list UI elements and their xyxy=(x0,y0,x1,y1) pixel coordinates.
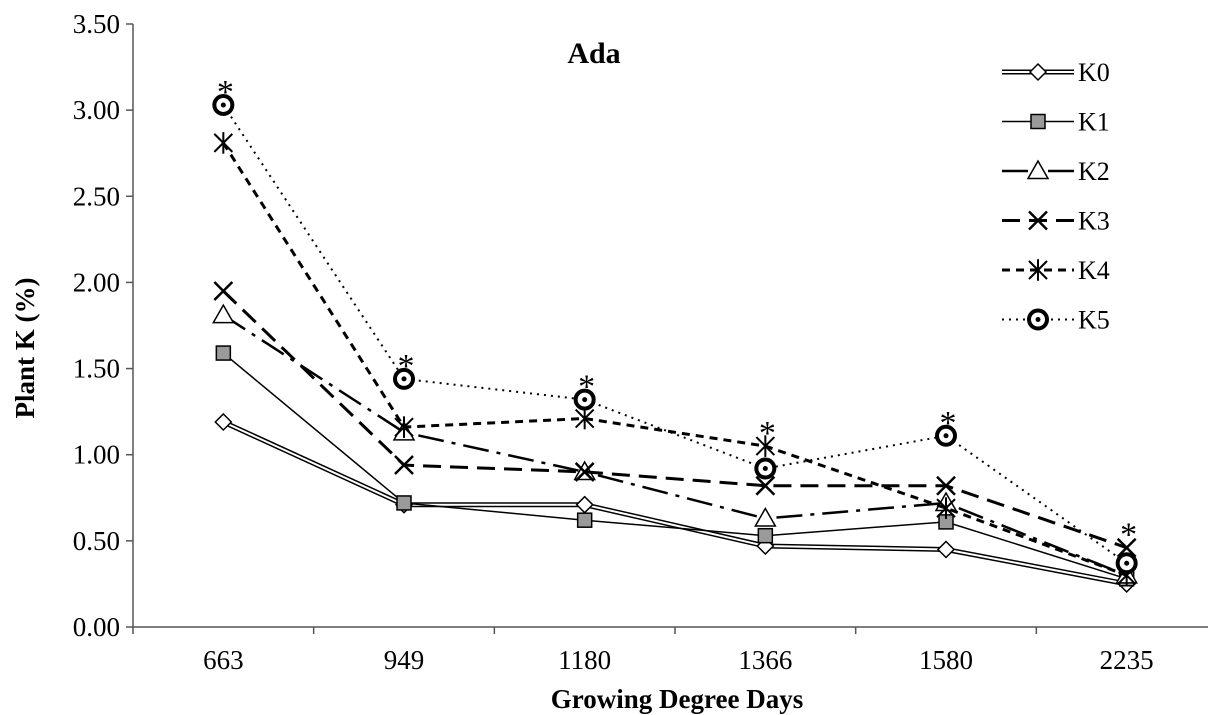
y-tick-label: 1.50 xyxy=(73,354,120,384)
x-axis-title: Growing Degree Days xyxy=(551,684,803,714)
significance-asterisk: * xyxy=(578,369,595,406)
data-point xyxy=(573,388,596,411)
legend-label: K1 xyxy=(1078,108,1110,137)
x-tick-label: 1366 xyxy=(738,645,792,675)
data-point xyxy=(213,281,234,301)
y-tick-label: 3.50 xyxy=(73,9,120,39)
legend-swatch-marker xyxy=(1030,113,1046,130)
significance-asterisk: * xyxy=(1120,517,1137,554)
y-tick-label: 2.00 xyxy=(73,267,120,297)
data-point xyxy=(574,462,595,482)
axes: 0.00 0.50 1.00 1.50 2.00 2.50 3.00 3.50 663 949 11… xyxy=(73,9,1208,675)
data-point xyxy=(394,416,414,438)
y-axis-title: Plant K (%) xyxy=(10,278,40,419)
series-k1 xyxy=(215,345,1135,587)
legend-label: K0 xyxy=(1078,58,1110,87)
x-tick-label: 2235 xyxy=(1100,645,1154,675)
data-point xyxy=(1116,537,1137,558)
series-k3 xyxy=(213,281,1137,558)
series-layer xyxy=(212,93,1138,593)
legend-label: K3 xyxy=(1078,207,1110,236)
data-point xyxy=(936,497,956,519)
legend-swatch-marker xyxy=(1028,62,1048,82)
data-point xyxy=(214,412,233,432)
legend-label: K4 xyxy=(1078,256,1110,285)
data-point xyxy=(936,540,956,559)
legend-swatch-marker xyxy=(1027,308,1049,331)
legend-label: K5 xyxy=(1078,306,1110,335)
legend: K0 K1 K2 K3 K4 K5 xyxy=(1002,58,1110,335)
data-point xyxy=(215,345,232,361)
significance-asterisk: * xyxy=(217,74,234,111)
data-point xyxy=(575,495,594,514)
data-point xyxy=(935,424,957,447)
significance-asterisk: * xyxy=(398,348,415,385)
data-point xyxy=(394,455,414,475)
series-line xyxy=(222,419,1128,587)
legend-swatch-marker xyxy=(1026,159,1050,180)
x-tick-label: 1180 xyxy=(558,645,611,675)
legend-swatch-marker xyxy=(1028,210,1048,231)
series-k4 xyxy=(213,132,1137,587)
legend-entry-k4: K4 xyxy=(1002,256,1110,285)
legend-entry-k5: K5 xyxy=(1002,306,1110,335)
legend-entry-k0: K0 xyxy=(1002,58,1110,87)
series-line xyxy=(222,104,1128,565)
legend-label: K2 xyxy=(1078,157,1110,186)
chart-title: Ada xyxy=(567,37,620,70)
data-point xyxy=(574,407,595,430)
series-line xyxy=(222,314,1128,577)
y-tick-label: 3.00 xyxy=(73,95,120,125)
series-k5 xyxy=(212,93,1138,575)
y-tick-label: 1.00 xyxy=(73,440,120,470)
data-point xyxy=(754,457,777,480)
y-tick-label: 0.00 xyxy=(73,612,120,642)
significance-asterisk: * xyxy=(759,415,776,452)
x-tick-label: 663 xyxy=(203,645,244,675)
y-tick-label: 2.50 xyxy=(73,181,120,211)
series-line xyxy=(222,142,1128,577)
data-point xyxy=(393,367,415,390)
data-point xyxy=(936,475,956,496)
legend-entry-k1: K1 xyxy=(1002,108,1110,137)
data-point xyxy=(754,506,777,527)
data-point xyxy=(1115,552,1138,575)
x-tick-label: 1580 xyxy=(919,645,973,675)
data-point xyxy=(213,132,234,154)
data-point xyxy=(396,495,412,511)
annotation-layer: * * * * * * xyxy=(217,74,1137,554)
legend-entry-k2: K2 xyxy=(1002,157,1110,186)
x-tick-label: 949 xyxy=(384,645,425,675)
significance-asterisk: * xyxy=(940,405,957,442)
data-point xyxy=(755,475,776,496)
data-point xyxy=(212,303,235,324)
series-line xyxy=(222,352,1127,580)
legend-swatch-marker xyxy=(1028,259,1048,281)
data-point xyxy=(212,93,235,116)
data-point xyxy=(576,512,593,528)
data-point xyxy=(755,435,776,457)
legend-entry-k3: K3 xyxy=(1002,207,1110,236)
y-tick-label: 0.50 xyxy=(73,526,120,556)
series-line xyxy=(222,289,1128,550)
data-point xyxy=(757,527,774,544)
